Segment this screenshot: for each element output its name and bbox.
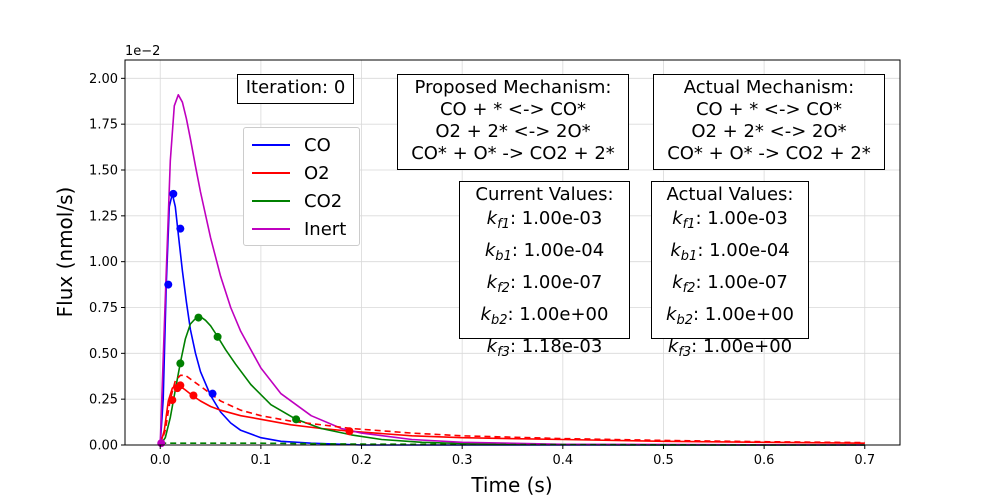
marker-co2 (194, 313, 203, 322)
marker-co2 (176, 359, 185, 368)
y-tick-label: 0.00 (89, 439, 118, 454)
legend-swatch (252, 172, 290, 174)
series-line-dashed-4 (159, 374, 865, 446)
y-tick-label: 2.00 (89, 72, 118, 87)
current-rate-constant: kb2: 1.00e+00 (480, 304, 609, 328)
marker-o2 (189, 391, 198, 400)
y-tick-label: 0.25 (89, 393, 118, 408)
series-line-co (159, 193, 865, 446)
iteration-box: Iteration: 0 (237, 74, 354, 104)
x-tick-label: 0.4 (552, 453, 573, 468)
marker-co2 (213, 332, 222, 341)
proposed-mechanism-step: CO + * <-> CO* (439, 99, 587, 120)
legend-swatch (252, 228, 290, 230)
marker-co (164, 280, 173, 289)
series-line-o2 (159, 383, 865, 446)
x-tick-label: 0.5 (653, 453, 674, 468)
actual-mechanism-box: Actual Mechanism: CO + * <-> CO* O2 + 2* … (653, 74, 885, 170)
legend-label: O2 (304, 162, 330, 184)
marker-o2 (345, 427, 354, 436)
actual-mechanism-step: O2 + 2* <-> 2O* (691, 121, 847, 142)
y-scale-label: 1e−2 (125, 44, 160, 59)
current-rate-constant: kf3: 1.18e-03 (486, 336, 603, 360)
y-tick-label: 0.75 (89, 301, 118, 316)
actual-mechanism-step: CO* + O* -> CO2 + 2* (667, 143, 871, 164)
y-axis-ticks: 0.00 0.25 0.50 0.75 1.00 1.25 1.50 1.75 2.00 (89, 72, 125, 454)
legend-item-co2: CO2 (252, 189, 342, 213)
actual-mechanism-step: CO + * <-> CO* (695, 99, 843, 120)
actual-rate-constant: kf2: 1.00e-07 (672, 272, 788, 296)
marker-co (176, 224, 185, 233)
x-tick-label: 0.2 (351, 453, 372, 468)
legend-label: Inert (304, 218, 347, 240)
y-tick-label: 1.25 (89, 209, 118, 224)
actual-rate-constant: kf1: 1.00e-03 (672, 208, 788, 232)
actual-values-box: Actual Values: kf1: 1.00e-03 kb1: 1.00e-0… (651, 181, 809, 360)
legend-label: CO (304, 134, 331, 156)
x-axis-label: Time (s) (470, 473, 552, 497)
current-values-title: Current Values: (475, 184, 614, 205)
legend-item-inert: Inert (252, 217, 346, 241)
y-axis-label: Flux (nmol/s) (53, 187, 77, 318)
marker-o2 (168, 396, 177, 405)
marker-co (208, 389, 217, 398)
actual-mechanism-title: Actual Mechanism: (683, 77, 855, 98)
x-axis-ticks: 0.0 0.1 0.2 0.3 0.4 0.5 0.6 0.7 (150, 445, 875, 468)
x-tick-label: 0.6 (754, 453, 775, 468)
iteration-text: Iteration: 0 (245, 77, 346, 98)
legend-swatch (252, 144, 290, 146)
y-tick-label: 1.75 (89, 118, 118, 133)
x-tick-label: 0.1 (251, 453, 272, 468)
y-tick-label: 0.50 (89, 347, 118, 362)
legend-item-co: CO (252, 133, 331, 157)
x-tick-label: 0.0 (150, 453, 171, 468)
current-rate-constant: kb1: 1.00e-04 (484, 240, 605, 264)
actual-rate-constant: kb2: 1.00e+00 (666, 304, 794, 328)
current-values-box: Current Values: kf1: 1.00e-03 kb1: 1.00e-… (459, 181, 630, 360)
legend-swatch (252, 200, 290, 202)
legend: CO O2 CO2 Inert (243, 127, 360, 246)
proposed-mechanism-box: Proposed Mechanism: CO + * <-> CO* O2 + 2… (397, 74, 629, 170)
marker-co (169, 189, 178, 198)
y-tick-label: 1.50 (89, 164, 118, 179)
series-line-inert (159, 94, 865, 446)
proposed-mechanism-step: CO* + O* -> CO2 + 2* (411, 143, 615, 164)
current-rate-constant: kf2: 1.00e-07 (486, 272, 603, 296)
marker-co2 (292, 415, 301, 424)
legend-item-o2: O2 (252, 161, 330, 185)
marker-inert (157, 439, 166, 448)
current-rate-constant: kf1: 1.00e-03 (486, 208, 603, 232)
legend-label: CO2 (304, 190, 343, 212)
plot-frame (124, 59, 901, 446)
actual-rate-constant: kf3: 1.00e+00 (667, 336, 793, 360)
x-tick-label: 0.3 (452, 453, 473, 468)
y-tick-label: 1.00 (89, 255, 118, 270)
marker-o2 (176, 381, 185, 390)
x-tick-label: 0.7 (854, 453, 875, 468)
actual-values-title: Actual Values: (666, 184, 794, 205)
actual-rate-constant: kb1: 1.00e-04 (670, 240, 790, 264)
proposed-mechanism-step: O2 + 2* <-> 2O* (435, 121, 591, 142)
proposed-mechanism-title: Proposed Mechanism: (414, 77, 612, 98)
